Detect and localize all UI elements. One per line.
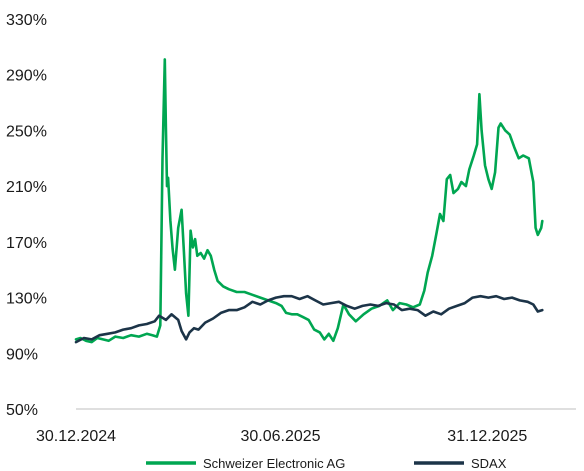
legend: Schweizer Electronic AG SDAX — [146, 456, 507, 471]
y-tick-label: 290% — [6, 68, 47, 85]
y-tick-label: 210% — [6, 179, 47, 196]
y-axis-ticks: 330% 290% 250% 210% 170% 130% 90% 50% — [6, 12, 47, 419]
y-tick-label: 330% — [6, 12, 47, 29]
y-tick-label: 90% — [6, 346, 38, 363]
y-tick-label: 170% — [6, 235, 47, 252]
x-tick-label: 30.06.2025 — [240, 428, 320, 445]
x-axis-ticks: 30.12.2024 30.06.2025 31.12.2025 — [36, 428, 527, 445]
y-tick-label: 250% — [6, 123, 47, 140]
x-tick-label: 30.12.2024 — [36, 428, 116, 445]
x-tick-label: 31.12.2025 — [447, 428, 527, 445]
y-tick-label: 130% — [6, 291, 47, 308]
legend-label-0: Schweizer Electronic AG — [203, 456, 345, 471]
legend-label-1: SDAX — [471, 456, 507, 471]
series-layer — [74, 58, 544, 344]
y-tick-label: 50% — [6, 402, 38, 419]
series-line-1 — [74, 294, 544, 344]
series-line-0 — [74, 58, 544, 344]
